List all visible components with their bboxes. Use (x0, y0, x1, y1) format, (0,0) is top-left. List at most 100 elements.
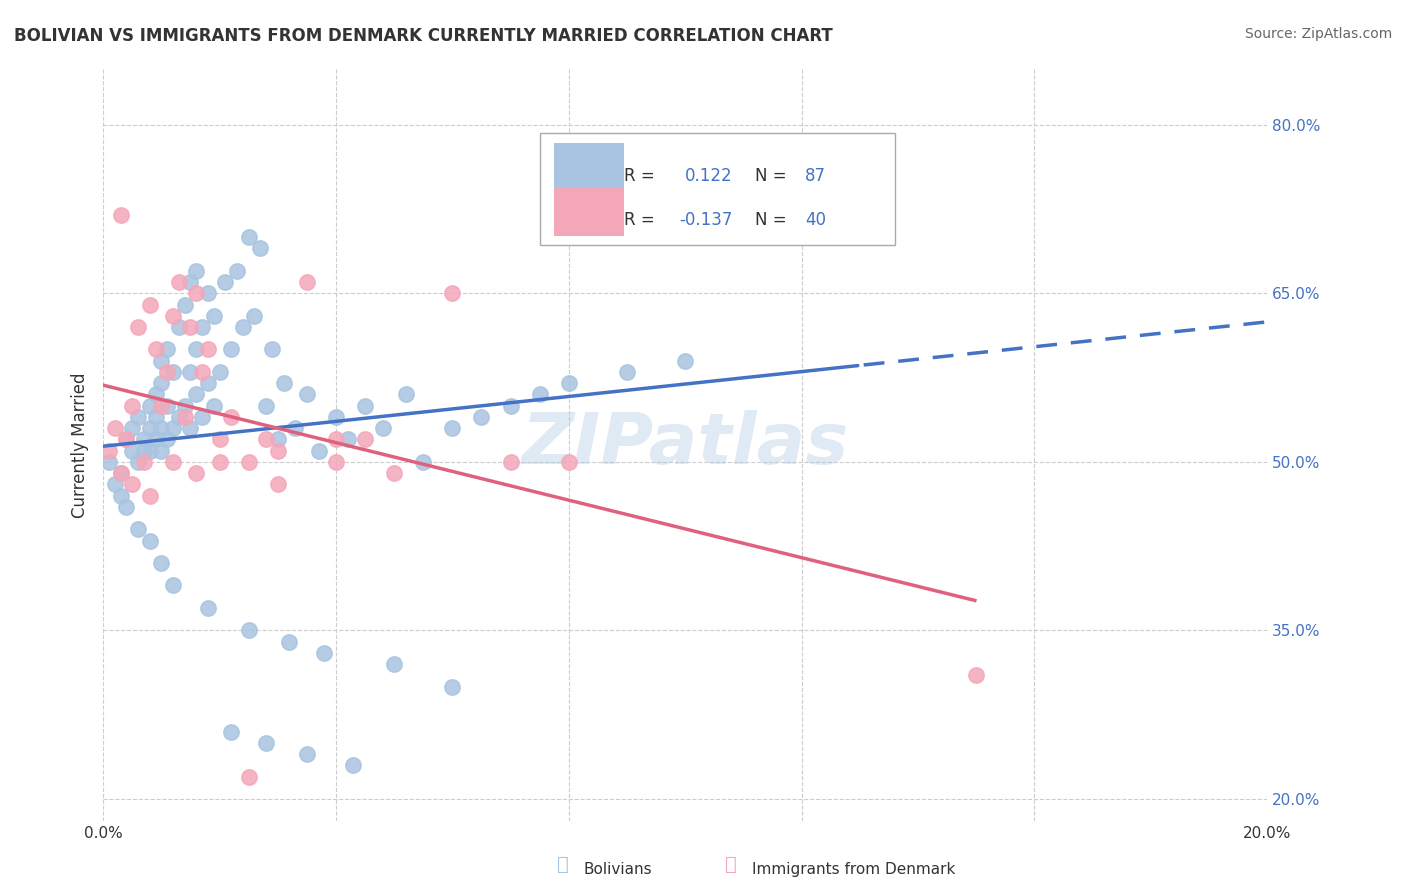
Point (179, 421, 201, 435)
Point (127, 320, 149, 334)
Point (186, 286, 208, 301)
Point (314, 646, 336, 660)
Point (267, 477, 290, 491)
Point (295, 275, 318, 289)
Point (162, 421, 184, 435)
Point (197, 601, 219, 615)
Point (132, 443, 155, 458)
Point (186, 466, 208, 480)
Point (186, 264, 208, 278)
Point (138, 297, 160, 311)
Point (441, 421, 464, 435)
Point (197, 376, 219, 391)
FancyBboxPatch shape (540, 133, 894, 245)
Point (382, 657, 405, 672)
Point (325, 455, 347, 469)
Point (173, 409, 195, 424)
Point (395, 387, 418, 401)
Text: ⬜: ⬜ (725, 855, 737, 873)
Text: Bolivians: Bolivians (583, 863, 652, 877)
Point (208, 455, 231, 469)
Point (191, 409, 214, 424)
Point (202, 309, 225, 323)
Point (214, 275, 236, 289)
Point (254, 433, 277, 447)
Text: BOLIVIAN VS IMMIGRANTS FROM DENMARK CURRENTLY MARRIED CORRELATION CHART: BOLIVIAN VS IMMIGRANTS FROM DENMARK CURR… (14, 27, 832, 45)
Point (382, 466, 405, 480)
Point (110, 466, 132, 480)
Point (104, 477, 127, 491)
Point (156, 399, 179, 413)
Point (849, 185, 872, 199)
Point (254, 736, 277, 750)
Point (499, 399, 522, 413)
Text: Source: ZipAtlas.com: Source: ZipAtlas.com (1244, 27, 1392, 41)
Point (529, 387, 551, 401)
Point (156, 343, 179, 357)
Point (167, 275, 190, 289)
Point (145, 409, 167, 424)
Point (127, 522, 149, 536)
Point (110, 489, 132, 503)
Point (238, 455, 260, 469)
Point (121, 443, 143, 458)
Point (110, 466, 132, 480)
Point (191, 320, 214, 334)
Point (132, 455, 155, 469)
Text: N =: N = (755, 168, 787, 186)
Point (673, 353, 696, 368)
Point (238, 770, 260, 784)
Point (150, 353, 173, 368)
Point (412, 455, 434, 469)
Point (121, 421, 143, 435)
Point (208, 365, 231, 379)
Point (219, 409, 242, 424)
Point (441, 680, 464, 694)
Point (371, 421, 394, 435)
Point (167, 320, 190, 334)
Point (150, 421, 173, 435)
Point (145, 343, 167, 357)
Point (558, 455, 581, 469)
Point (150, 399, 173, 413)
Point (97, 455, 120, 469)
Point (219, 724, 242, 739)
Point (202, 399, 225, 413)
Point (138, 443, 160, 458)
Point (354, 433, 377, 447)
Point (470, 409, 492, 424)
Point (254, 399, 277, 413)
Point (127, 409, 149, 424)
Point (162, 365, 184, 379)
Point (138, 533, 160, 548)
Point (173, 399, 195, 413)
Point (249, 241, 271, 255)
Point (278, 634, 301, 648)
Point (295, 747, 318, 761)
Point (558, 376, 581, 391)
Point (354, 399, 377, 413)
Point (342, 758, 364, 772)
Point (138, 421, 160, 435)
Point (150, 443, 173, 458)
Text: R =: R = (623, 211, 659, 229)
Point (238, 624, 260, 638)
Point (121, 477, 143, 491)
Point (267, 433, 290, 447)
Point (219, 343, 242, 357)
Point (138, 489, 160, 503)
Point (197, 343, 219, 357)
Point (162, 455, 184, 469)
Point (173, 297, 195, 311)
Point (156, 433, 179, 447)
Point (336, 433, 359, 447)
Point (267, 443, 290, 458)
Text: 40: 40 (806, 211, 827, 229)
Point (167, 409, 190, 424)
Point (150, 556, 173, 570)
Point (616, 365, 638, 379)
Point (243, 309, 266, 323)
Point (186, 387, 208, 401)
Point (156, 365, 179, 379)
Point (197, 286, 219, 301)
